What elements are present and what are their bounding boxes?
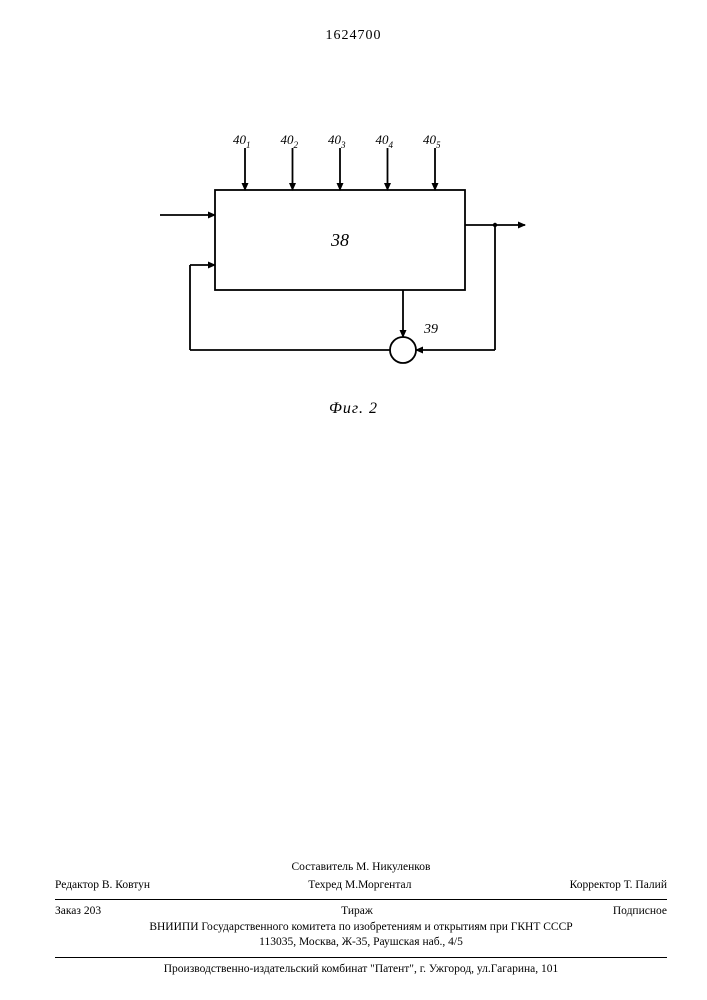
document-number: 1624700 (0, 28, 707, 44)
divider-2 (55, 957, 667, 958)
tirazh-label: Тираж (341, 904, 373, 920)
corrector-name: Т. Палий (624, 879, 667, 891)
corrector-label: Корректор (570, 879, 621, 891)
credits-row: Редактор В. Ковтун Техред М.Моргентал Ко… (55, 878, 667, 894)
svg-text:401: 401 (233, 132, 251, 150)
techred-label: Техред (308, 879, 342, 891)
svg-text:38: 38 (330, 230, 349, 250)
addr-line: 113035, Москва, Ж-35, Раушская наб., 4/5 (55, 935, 667, 951)
order-label: Заказ (55, 905, 81, 917)
svg-text:39: 39 (423, 322, 438, 337)
figure-diagram: 38 401 402 403 404 405 39 (155, 120, 555, 420)
podpisnoe: Подписное (613, 904, 667, 920)
svg-text:405: 405 (423, 132, 441, 150)
divider-1 (55, 899, 667, 900)
editor: Редактор В. Ковтун (55, 878, 150, 894)
svg-text:404: 404 (376, 132, 394, 150)
editor-name: В. Ковтун (102, 879, 150, 891)
corrector: Корректор Т. Палий (570, 878, 667, 894)
credits-compiler: Составитель М. Никуленков (55, 860, 667, 876)
figure-caption: Фиг. 2 (0, 400, 707, 418)
printer-line: Производственно-издательский комбинат "П… (55, 962, 667, 978)
editor-label: Редактор (55, 879, 99, 891)
org-line: ВНИИПИ Государственного комитета по изоб… (55, 920, 667, 936)
page: 1624700 38 401 402 403 404 405 39 Фиг. 2 Соста… (0, 0, 707, 1000)
svg-text:403: 403 (328, 132, 346, 150)
order-num: 203 (84, 905, 101, 917)
svg-text:402: 402 (281, 132, 299, 150)
techred-name: М.Моргентал (345, 879, 411, 891)
compiler-label: Составитель (292, 861, 354, 873)
footer-block: Составитель М. Никуленков Редактор В. Ко… (55, 860, 667, 977)
order: Заказ 203 (55, 904, 101, 920)
order-line: Заказ 203 Тираж Подписное (55, 904, 667, 920)
techred: Техред М.Моргентал (308, 878, 411, 894)
compiler-name: М. Никуленков (356, 861, 430, 873)
